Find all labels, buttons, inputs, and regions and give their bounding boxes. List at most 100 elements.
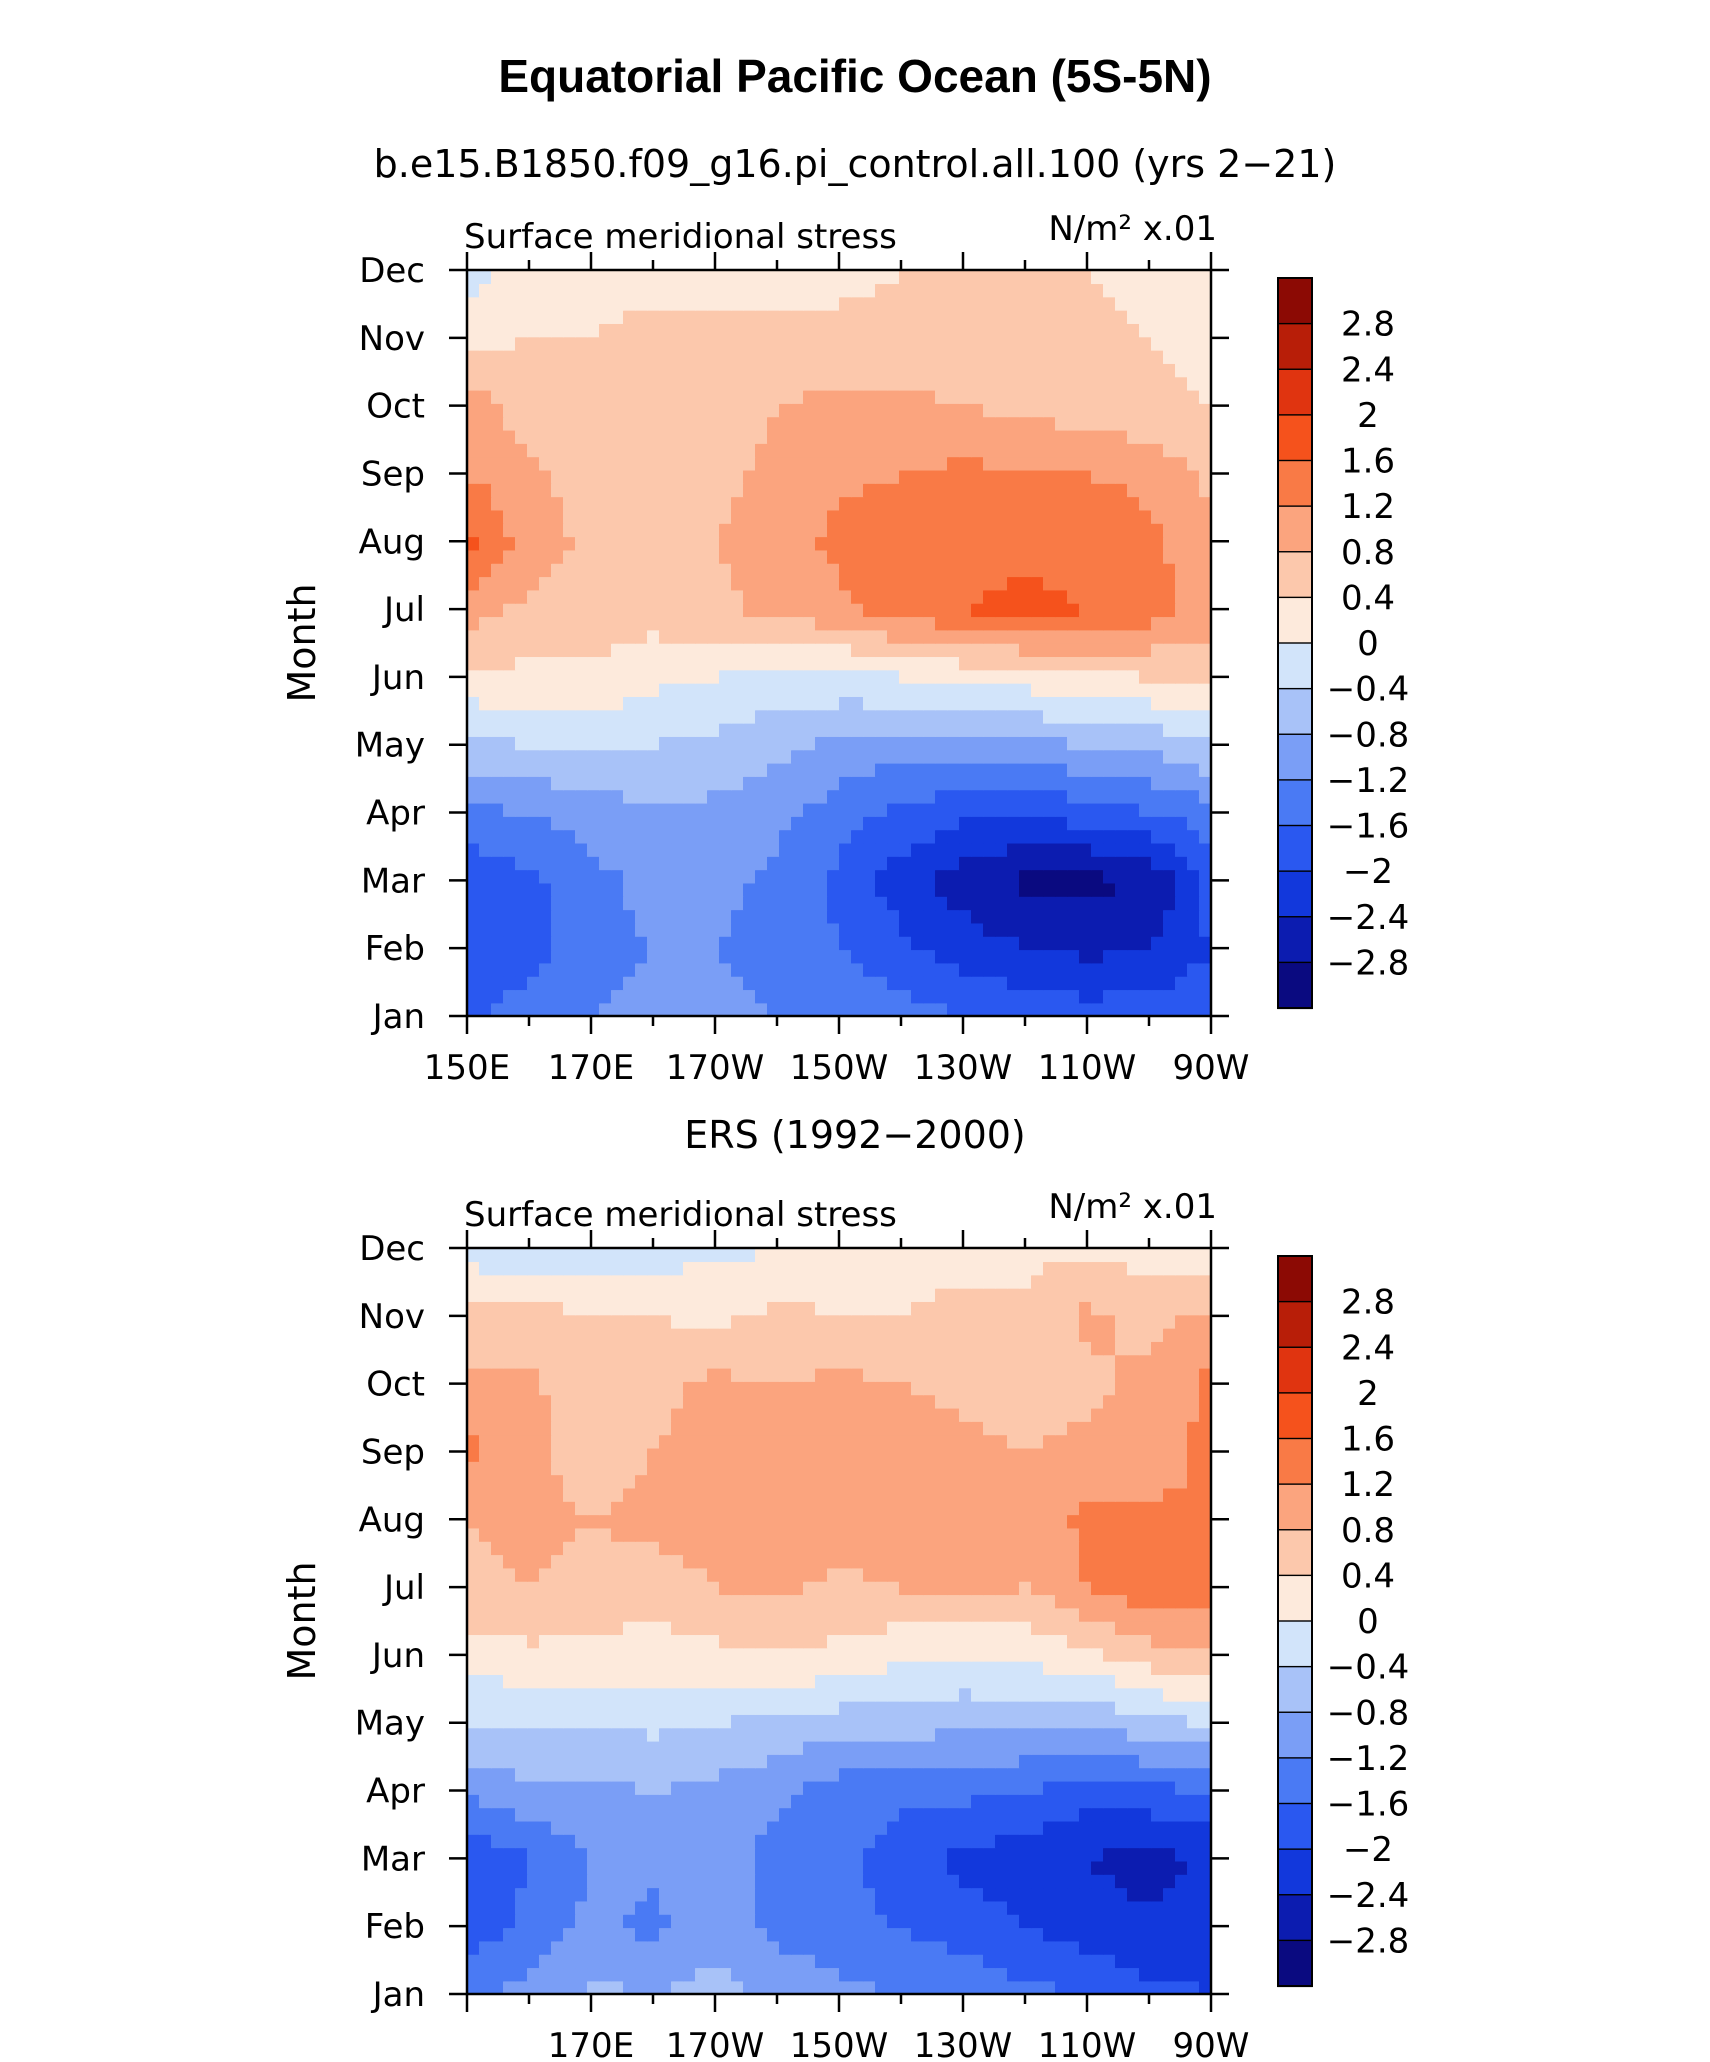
contour-cell: [1115, 1847, 1128, 1862]
contour-cell: [527, 389, 540, 404]
contour-cell: [683, 563, 696, 578]
contour-cell: [947, 722, 960, 737]
contour-cell: [587, 1002, 600, 1017]
contour-cell: [551, 802, 564, 817]
contour-cell: [983, 1834, 996, 1849]
contour-cell: [695, 1740, 708, 1755]
contour-cell: [1139, 589, 1152, 604]
contour-cell: [1019, 576, 1032, 591]
contour-cell: [935, 976, 948, 991]
contour-cell: [827, 789, 840, 804]
contour-cell: [815, 456, 828, 471]
contour-cell: [1019, 816, 1032, 831]
contour-cell: [599, 1714, 612, 1729]
contour-cell: [587, 323, 600, 338]
contour-cell: [1163, 1754, 1176, 1769]
contour-cell: [539, 349, 552, 364]
contour-cell: [983, 722, 996, 737]
contour-cell: [923, 1954, 936, 1969]
contour-cell: [791, 709, 804, 724]
contour-cell: [839, 523, 852, 538]
contour-cell: [623, 976, 636, 991]
contour-cell: [815, 869, 828, 884]
contour-cell: [743, 603, 756, 618]
contour-cell: [767, 722, 780, 737]
contour-cell: [1139, 416, 1152, 431]
contour-cell: [611, 789, 624, 804]
contour-cell: [1187, 1954, 1200, 1969]
contour-cell: [1127, 509, 1140, 524]
contour-cell: [659, 1980, 672, 1995]
contour-cell: [779, 1794, 792, 1809]
contour-cell: [623, 869, 636, 884]
contour-cell: [827, 549, 840, 564]
contour-cell: [575, 722, 588, 737]
contour-cell: [479, 1967, 492, 1982]
contour-cell: [947, 736, 960, 751]
contour-cell: [863, 509, 876, 524]
contour-cell: [479, 1754, 492, 1769]
contour-cell: [971, 1794, 984, 1809]
contour-cell: [1127, 1794, 1140, 1809]
contour-cell: [1127, 336, 1140, 351]
contour-cell: [1163, 296, 1176, 311]
contour-cell: [1175, 989, 1188, 1004]
contour-cell: [1199, 1940, 1212, 1955]
contour-cell: [467, 536, 480, 551]
contour-cell: [539, 1794, 552, 1809]
contour-cell: [923, 882, 936, 897]
contour-cell: [971, 709, 984, 724]
contour-cell: [1055, 403, 1068, 418]
contour-cell: [1043, 1754, 1056, 1769]
contour-cell: [839, 749, 852, 764]
contour-cell: [1103, 309, 1116, 324]
contour-cell: [587, 896, 600, 911]
contour-cell: [1043, 802, 1056, 817]
contour-cell: [683, 283, 696, 298]
contour-cell: [503, 842, 516, 857]
contour-cell: [599, 509, 612, 524]
contour-cell: [839, 1754, 852, 1769]
contour-cell: [527, 283, 540, 298]
contour-cell: [995, 643, 1008, 658]
contour-cell: [947, 603, 960, 618]
contour-cell: [515, 283, 528, 298]
contour-cell: [515, 1914, 528, 1929]
variable-label: Surface meridional stress: [464, 217, 897, 257]
contour-cell: [563, 1794, 576, 1809]
contour-cell: [1019, 1807, 1032, 1822]
contour-cell: [971, 509, 984, 524]
contour-cell: [935, 962, 948, 977]
contour-cell: [971, 363, 984, 378]
contour-cell: [539, 309, 552, 324]
contour-cell: [1151, 1914, 1164, 1929]
contour-cell: [1127, 656, 1140, 671]
contour-cell: [719, 323, 732, 338]
contour-cell: [779, 483, 792, 498]
contour-cell: [563, 1834, 576, 1849]
contour-cell: [995, 1927, 1008, 1942]
contour-cell: [659, 1700, 672, 1715]
contour-cell: [839, 309, 852, 324]
contour-cell: [983, 270, 996, 285]
contour-cell: [875, 709, 888, 724]
contour-cell: [971, 309, 984, 324]
contour-cell: [587, 1780, 600, 1795]
contour-cell: [575, 363, 588, 378]
contour-cell: [1163, 376, 1176, 391]
contour-cell: [1163, 509, 1176, 524]
contour-cell: [659, 363, 672, 378]
contour-cell: [683, 616, 696, 631]
contour-cell: [935, 576, 948, 591]
contour-cell: [1043, 922, 1056, 937]
contour-cell: [1115, 563, 1128, 578]
contour-cell: [719, 1687, 732, 1702]
contour-cell: [887, 909, 900, 924]
contour-cell: [539, 762, 552, 777]
contour-cell: [599, 1727, 612, 1742]
contour-cell: [563, 1727, 576, 1742]
contour-cell: [839, 976, 852, 991]
contour-cell: [647, 536, 660, 551]
contour-cell: [1115, 962, 1128, 977]
contour-cell: [827, 856, 840, 871]
